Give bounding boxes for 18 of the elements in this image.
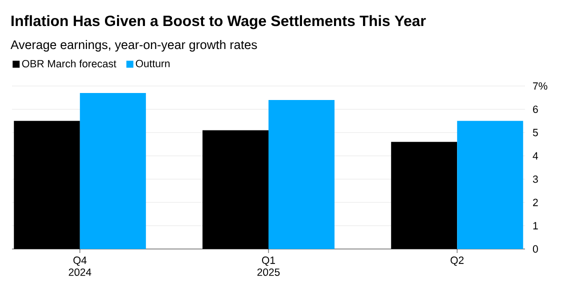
y-tick-label: 2 (533, 198, 538, 206)
legend-label: Outturn (136, 60, 170, 68)
y-tick-label: 6 (533, 106, 538, 113)
x-tick-label: Q1 2025 (257, 256, 280, 276)
y-tick-label: 4 (532, 152, 538, 160)
legend-label: OBR March forecast (22, 60, 116, 68)
y-tick-label: 5 (532, 128, 538, 136)
bar (457, 120, 524, 249)
y-tick-label: 3 (532, 175, 538, 183)
y-tick-label: 0 (532, 245, 538, 253)
chart-title: Inflation Has Given a Boost to Wage Settlements This Year (12, 15, 426, 30)
bar (80, 92, 146, 249)
y-tick-label: 1 (533, 222, 538, 230)
chart-subtitle: Average earnings, year-on-year growth rates (10, 40, 257, 52)
x-tick-label: Q4 2024 (68, 256, 92, 276)
x-tick-label: Q2 (450, 256, 464, 266)
bar (268, 100, 335, 249)
y-tick-label: 7% (533, 82, 548, 90)
